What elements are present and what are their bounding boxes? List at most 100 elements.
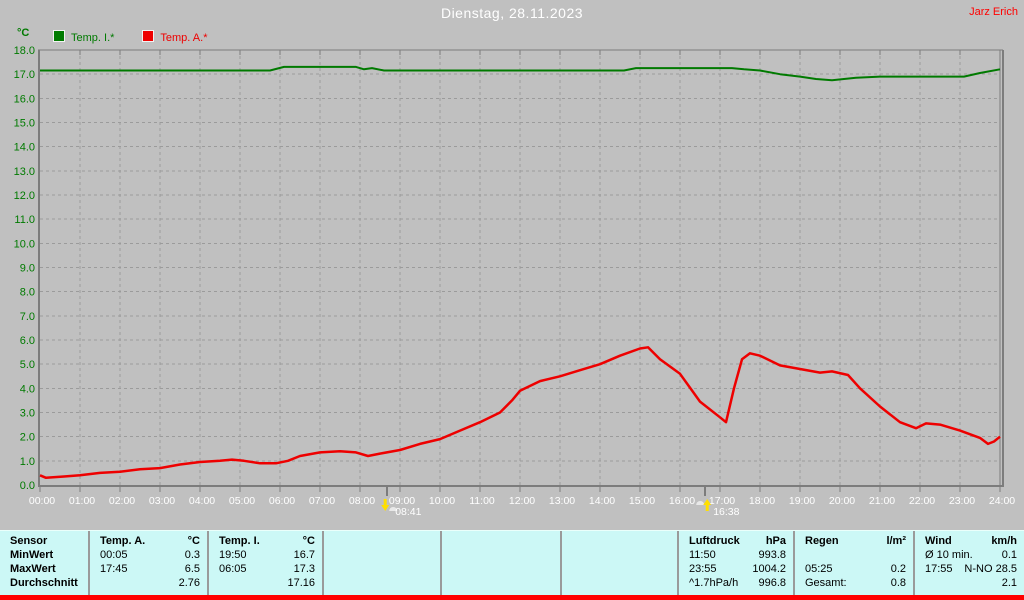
svg-text:16.0: 16.0 bbox=[14, 93, 35, 105]
legend-item-temp-a: Temp. A.* bbox=[142, 30, 207, 44]
plot-frame bbox=[38, 49, 1004, 492]
svg-text:17.0: 17.0 bbox=[14, 69, 35, 81]
table-col-row-labels: Sensor MinWert MaxWert Durchschnitt bbox=[0, 531, 88, 597]
legend-item-temp-i: Temp. I.* bbox=[53, 30, 115, 44]
svg-text:06:00: 06:00 bbox=[269, 495, 295, 507]
svg-text:15:00: 15:00 bbox=[629, 495, 655, 507]
table-row bbox=[562, 548, 677, 562]
y-axis-unit-label: °C bbox=[17, 27, 30, 39]
row-label: MaxWert bbox=[10, 563, 56, 575]
svg-text:1.0: 1.0 bbox=[20, 456, 35, 468]
table-col-empty bbox=[560, 531, 677, 597]
table-col-temp-a-: Temp. A. °C 00:05 0.3 17:45 6.5 2.76 bbox=[88, 531, 207, 597]
svg-text:5.0: 5.0 bbox=[20, 359, 35, 371]
table-col-wind: Wind km/h Ø 10 min. 0.1 17:55 N-NO 28.5 2.1 bbox=[913, 531, 1024, 597]
svg-text:01:00: 01:00 bbox=[69, 495, 95, 507]
svg-text:18.0: 18.0 bbox=[14, 45, 35, 57]
svg-text:18:00: 18:00 bbox=[749, 495, 775, 507]
svg-text:17:00: 17:00 bbox=[709, 495, 735, 507]
svg-text:23:00: 23:00 bbox=[949, 495, 975, 507]
svg-text:21:00: 21:00 bbox=[869, 495, 895, 507]
sun-marker-time: 16:38 bbox=[713, 506, 739, 518]
svg-text:02:00: 02:00 bbox=[109, 495, 135, 507]
temp-a-legend-swatch-icon bbox=[142, 30, 155, 42]
row-label: Durchschnitt bbox=[10, 577, 78, 589]
table-col-header bbox=[442, 534, 560, 548]
sun-marker-time: 08:41 bbox=[395, 506, 421, 518]
svg-text:20:00: 20:00 bbox=[829, 495, 855, 507]
table-col-luftdruck: Luftdruck hPa 11:50 993.8 23:55 1004.2 ^1.7hPa… bbox=[677, 531, 793, 597]
svg-text:12:00: 12:00 bbox=[509, 495, 535, 507]
sun-marker-up-icon bbox=[696, 485, 712, 511]
row-label: Sensor bbox=[10, 535, 48, 547]
table-col-header: Temp. I. °C bbox=[219, 535, 315, 547]
svg-text:6.0: 6.0 bbox=[20, 335, 35, 347]
svg-text:0.0: 0.0 bbox=[20, 480, 35, 492]
svg-text:14:00: 14:00 bbox=[589, 495, 615, 507]
svg-text:11.0: 11.0 bbox=[14, 214, 35, 226]
table-row bbox=[562, 576, 677, 590]
svg-text:8.0: 8.0 bbox=[20, 287, 35, 299]
table-row bbox=[442, 562, 560, 576]
table-row bbox=[562, 562, 677, 576]
table-row: 17:45 6.5 bbox=[100, 563, 200, 575]
svg-text:19:00: 19:00 bbox=[789, 495, 815, 507]
table-row: Ø 10 min. 0.1 bbox=[925, 549, 1017, 561]
svg-text:16:00: 16:00 bbox=[669, 495, 695, 507]
svg-text:2.0: 2.0 bbox=[20, 432, 35, 444]
table-col-empty bbox=[322, 531, 440, 597]
svg-text:08:00: 08:00 bbox=[349, 495, 375, 507]
svg-text:14.0: 14.0 bbox=[14, 142, 35, 154]
svg-text:09:00: 09:00 bbox=[389, 495, 415, 507]
x-axis-labels: 00:00 01:00 02:00 03:00 04:00 05:00 06:00 07:00… bbox=[29, 495, 1015, 507]
chart-plot-area: 18.0 17.0 16.0 15.0 14.0 13.0 12.0 11.0 10.0 9.0 8… bbox=[14, 45, 1016, 518]
bottom-red-bar bbox=[0, 595, 1024, 600]
temperature-chart: 18.0 17.0 16.0 15.0 14.0 13.0 12.0 11.0 10.0 9.0 8… bbox=[14, 5, 1018, 518]
table-row bbox=[442, 576, 560, 590]
table-row: 2.76 bbox=[178, 577, 200, 589]
table-row bbox=[324, 548, 440, 562]
summary-table: Sensor MinWert MaxWert Durchschnitt Temp. A.… bbox=[0, 530, 1024, 597]
table-col-empty bbox=[440, 531, 560, 597]
temp-i-legend-label: Temp. I.* bbox=[71, 32, 115, 44]
table-row bbox=[442, 548, 560, 562]
svg-text:12.0: 12.0 bbox=[14, 190, 35, 202]
date-title: Dienstag, 28.11.2023 bbox=[440, 5, 584, 21]
svg-text:13:00: 13:00 bbox=[549, 495, 575, 507]
svg-text:15.0: 15.0 bbox=[14, 118, 35, 130]
y-axis-labels: 18.0 17.0 16.0 15.0 14.0 13.0 12.0 11.0 10.0 9.0 8… bbox=[14, 45, 35, 492]
table-row bbox=[795, 548, 913, 562]
svg-text:24:00: 24:00 bbox=[989, 495, 1015, 507]
svg-text:9.0: 9.0 bbox=[20, 263, 35, 275]
table-row: Gesamt: 0.8 bbox=[805, 577, 906, 589]
svg-text:11:00: 11:00 bbox=[469, 495, 495, 507]
svg-text:00:00: 00:00 bbox=[29, 495, 55, 507]
svg-text:04:00: 04:00 bbox=[189, 495, 215, 507]
row-label: MinWert bbox=[10, 549, 54, 561]
svg-text:10.0: 10.0 bbox=[14, 238, 35, 250]
svg-text:4.0: 4.0 bbox=[20, 383, 35, 395]
chart-legend: Temp. I.* Temp. A.* bbox=[53, 30, 235, 44]
svg-text:13.0: 13.0 bbox=[14, 166, 35, 178]
table-row: ^1.7hPa/h 996.8 bbox=[689, 577, 786, 589]
table-row: 00:05 0.3 bbox=[100, 549, 200, 561]
table-row: 06:05 17.3 bbox=[219, 563, 315, 575]
svg-text:10:00: 10:00 bbox=[429, 495, 455, 507]
temp-i-legend-swatch-icon bbox=[53, 30, 65, 42]
svg-text:07:00: 07:00 bbox=[309, 495, 335, 507]
table-row: 17:55 N-NO 28.5 bbox=[925, 563, 1017, 575]
table-col-temp-i-: Temp. I. °C 19:50 16.7 06:05 17.3 17.16 bbox=[207, 531, 322, 597]
table-col-header bbox=[562, 534, 677, 548]
sun-marker-down-icon bbox=[381, 485, 398, 511]
table-row: 11:50 993.8 bbox=[689, 549, 786, 561]
table-col-header bbox=[324, 534, 440, 548]
table-row: 19:50 16.7 bbox=[219, 549, 315, 561]
svg-text:7.0: 7.0 bbox=[20, 311, 35, 323]
svg-text:3.0: 3.0 bbox=[20, 408, 35, 420]
table-row bbox=[324, 576, 440, 590]
table-row bbox=[324, 562, 440, 576]
table-col-header: Temp. A. °C bbox=[100, 535, 200, 547]
svg-text:22:00: 22:00 bbox=[909, 495, 935, 507]
operator-name: Jarz Erich bbox=[969, 6, 1018, 18]
series-line-temp-i bbox=[40, 65, 1001, 82]
